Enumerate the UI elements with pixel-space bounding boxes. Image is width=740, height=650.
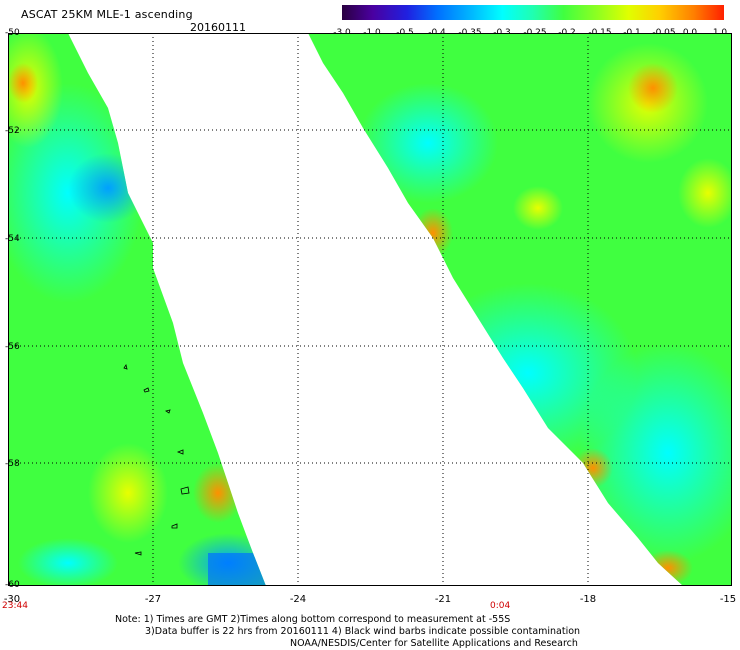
lon-label: -24 (289, 594, 307, 605)
wind-map (8, 33, 732, 586)
map-title: ASCAT 25KM MLE-1 ascending (21, 8, 193, 21)
footnote-line: 3)Data buffer is 22 hrs from 20160111 4)… (145, 626, 581, 637)
lat-label: -54 (5, 234, 20, 244)
map-date: 20160111 (190, 21, 246, 34)
footnote-line: NOAA/NESDIS/Center for Satellite Applica… (290, 638, 578, 649)
contamination-barbs (123, 364, 190, 556)
lon-label: -18 (579, 594, 597, 605)
map-frame (8, 33, 732, 586)
lat-label: -60 (5, 580, 20, 590)
colorbar-gradient (342, 5, 724, 20)
lon-label: -15 (719, 594, 737, 605)
colorbar (342, 5, 724, 20)
footnote-line: Note: 1) Times are GMT 2)Times along bot… (115, 614, 511, 625)
lat-label: -52 (5, 126, 20, 136)
lat-label: -56 (5, 342, 20, 352)
lon-label: -27 (144, 594, 162, 605)
time-label: 23:44 (2, 601, 28, 611)
swath-left (8, 33, 266, 586)
lon-label: -30 (3, 594, 21, 605)
lon-label: -21 (434, 594, 452, 605)
time-label: 0:04 (490, 601, 511, 611)
swath-right (308, 33, 732, 586)
lat-label: -50 (5, 28, 20, 38)
lat-label: -58 (5, 459, 20, 469)
graticule (8, 33, 732, 586)
